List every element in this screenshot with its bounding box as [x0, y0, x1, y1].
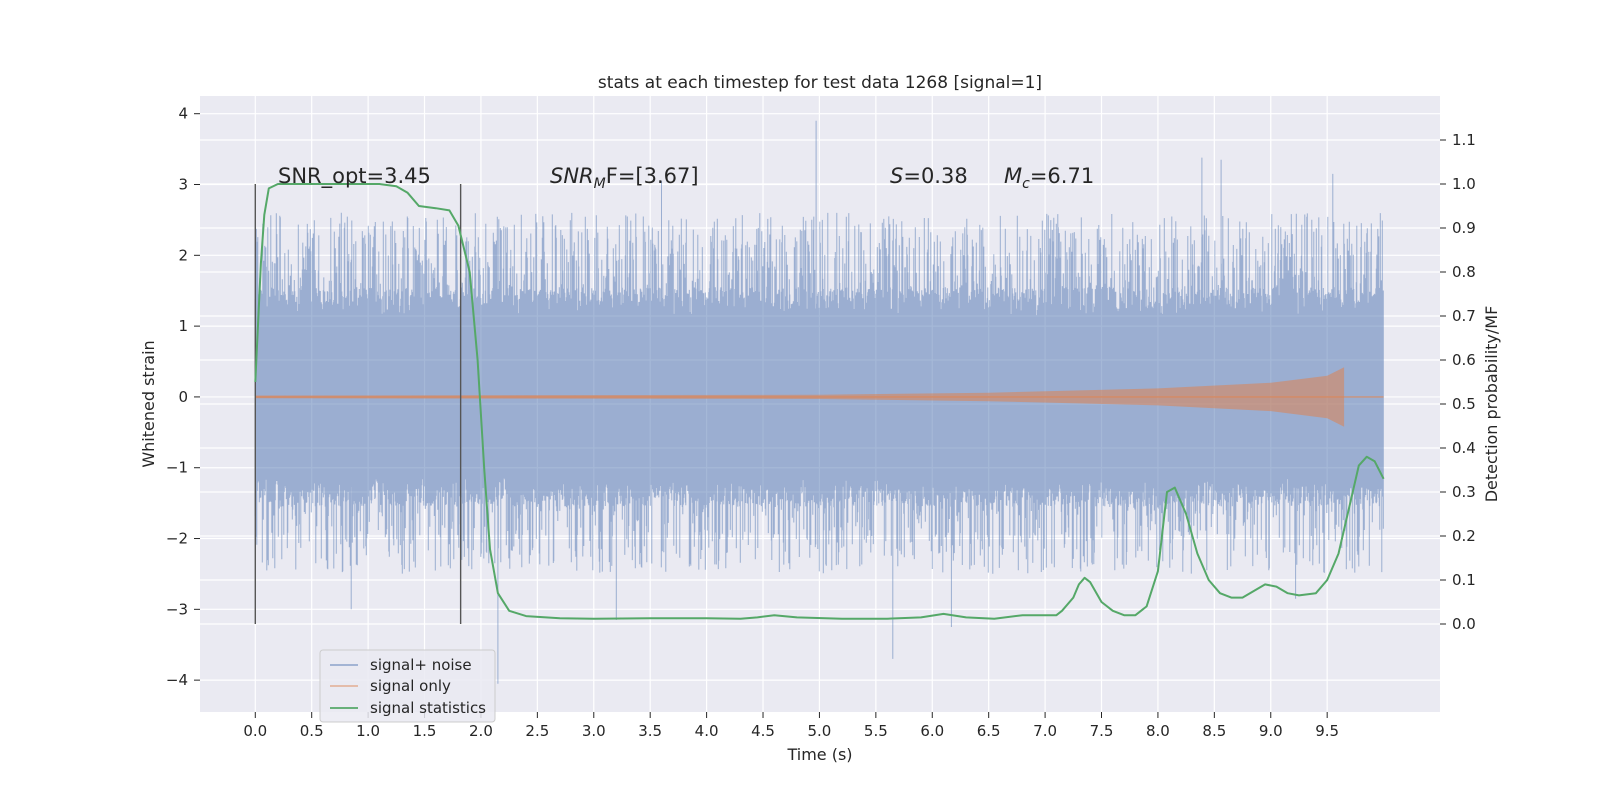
x-tick-label: 6.0	[920, 722, 944, 740]
y-left-tick-label: 1	[178, 317, 188, 335]
y-left-tick-label: 4	[178, 105, 188, 123]
x-tick-label: 7.5	[1090, 722, 1114, 740]
x-tick-label: 4.0	[695, 722, 719, 740]
x-tick-label: 8.5	[1202, 722, 1226, 740]
y-right-tick-label: 0.2	[1452, 527, 1476, 545]
y-left-tick-label: −2	[166, 530, 188, 548]
y-right-tick-label: 1.0	[1452, 175, 1476, 193]
x-tick-label: 3.5	[638, 722, 662, 740]
snr-opt-annotation: SNR_opt=3.45	[278, 164, 431, 189]
y-left-axis-label: Whitened strain	[139, 340, 158, 467]
y-left-tick-label: 0	[178, 388, 188, 406]
x-tick-label: 3.0	[582, 722, 606, 740]
snr-mf-annotation: SNRMF=[3.67]	[550, 164, 699, 192]
y-left-tick-label: −1	[166, 459, 188, 477]
chart-title: stats at each timestep for test data 126…	[598, 73, 1042, 93]
x-tick-label: 9.0	[1259, 722, 1283, 740]
x-tick-label: 2.5	[525, 722, 549, 740]
legend-label-signal: signal only	[370, 677, 451, 695]
y-right-tick-label: 1.1	[1452, 131, 1476, 149]
y-left-ticks: 4 3 2 1 0 −1 −2 −3 −4	[166, 105, 200, 689]
x-tick-label: 7.0	[1033, 722, 1057, 740]
y-left-tick-label: 2	[178, 246, 188, 264]
x-tick-label: 5.5	[864, 722, 888, 740]
vertical-markers	[254, 184, 462, 624]
x-axis-label: Time (s)	[786, 745, 852, 764]
x-tick-label: 6.5	[977, 722, 1001, 740]
x-tick-label: 2.0	[469, 722, 493, 740]
stats-series	[254, 183, 1385, 620]
y-right-tick-label: 0.6	[1452, 351, 1476, 369]
y-right-tick-label: 0.9	[1452, 219, 1476, 237]
y-right-tick-label: 0.3	[1452, 483, 1476, 501]
legend-box	[319, 649, 496, 723]
mc-annotation: Mc=6.71	[1004, 164, 1094, 192]
y-right-tick-label: 0.5	[1452, 395, 1476, 413]
stats-line	[254, 183, 1385, 620]
x-tick-label: 8.0	[1146, 722, 1170, 740]
y-left-tick-label: 3	[178, 176, 188, 194]
y-right-tick-label: 0.7	[1452, 307, 1476, 325]
y-left-tick-label: −3	[166, 600, 188, 618]
x-tick-label: 1.0	[356, 722, 380, 740]
y-right-tick-label: 0.8	[1452, 263, 1476, 281]
x-tick-label: 4.5	[751, 722, 775, 740]
y-right-ticks: 1.1 1.0 0.9 0.8 0.7 0.6 0.5 0.4 0.3 0.2 0.1 0.0	[1440, 131, 1476, 633]
y-right-tick-label: 0.4	[1452, 439, 1476, 457]
x-tick-label: 1.5	[413, 722, 437, 740]
signal-series	[255, 367, 1384, 427]
y-right-tick-label: 0.0	[1452, 615, 1476, 633]
legend-label-stats: signal statistics	[370, 699, 486, 717]
x-tick-label: 9.5	[1315, 722, 1339, 740]
y-right-axis-label: Detection probability/MF	[1482, 306, 1501, 503]
x-tick-label: 0.0	[243, 722, 267, 740]
y-right-tick-label: 0.1	[1452, 571, 1476, 589]
s-annotation: S=0.38	[890, 164, 968, 188]
y-left-tick-label: −4	[166, 671, 188, 689]
x-tick-label: 5.0	[808, 722, 832, 740]
x-tick-label: 0.5	[300, 722, 324, 740]
legend: signal+ noise signal only signal statist…	[319, 649, 496, 723]
x-axis-ticks: 0.0 0.5 1.0 1.5 2.0 2.5 3.0 3.5 4.0 4.5 5.0 5.5 6.0 6…	[243, 712, 1339, 740]
legend-label-noise: signal+ noise	[370, 656, 472, 674]
